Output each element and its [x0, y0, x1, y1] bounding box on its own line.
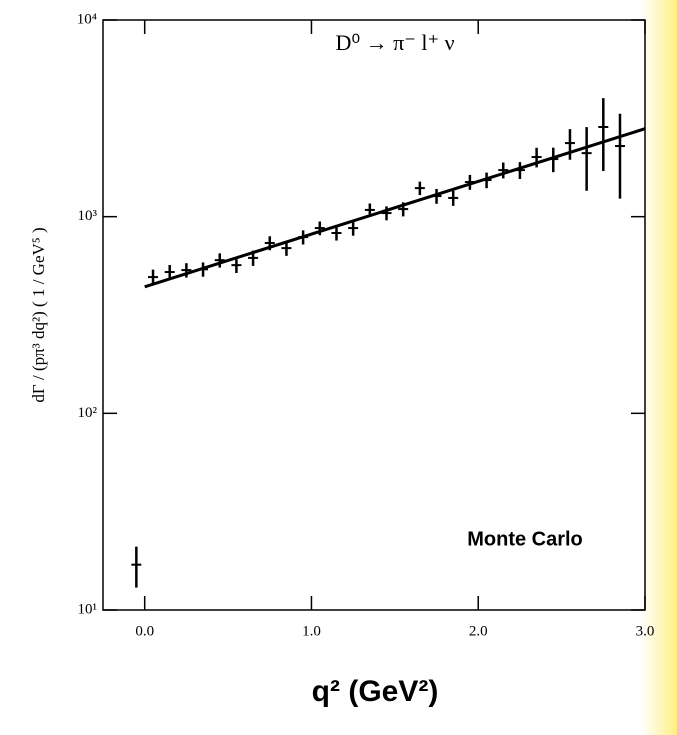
y-tick-label: 10³ [78, 208, 98, 224]
x-tick-label: 3.0 [636, 623, 655, 639]
fit-line [144, 127, 646, 289]
y-tick-label: 10¹ [78, 601, 98, 617]
note: Monte Carlo [467, 528, 583, 550]
annotation: D⁰ → π⁻ l⁺ ν [335, 30, 454, 55]
x-axis-label: q² (GeV²) [312, 675, 439, 708]
x-tick-label: 0.0 [135, 623, 154, 639]
plot-frame [102, 19, 646, 611]
y-tick-label: 10⁴ [77, 11, 97, 27]
y-tick-label: 10² [78, 405, 98, 421]
y-axis-label: dΓ / (pπ³ dq²) ( 1 / GeV⁵ ) [29, 227, 48, 402]
x-tick-label: 2.0 [469, 623, 488, 639]
x-tick-label: 1.0 [302, 623, 321, 639]
